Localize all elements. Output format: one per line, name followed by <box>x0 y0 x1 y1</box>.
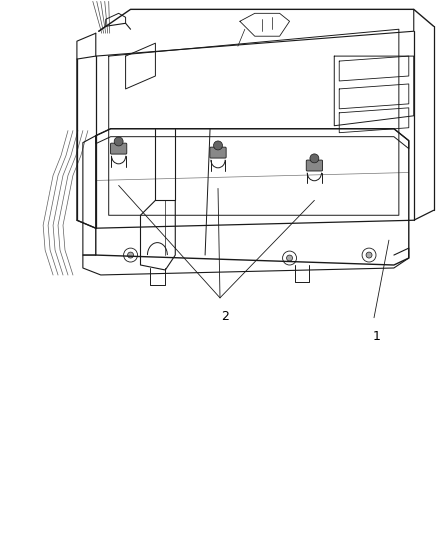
Text: 1: 1 <box>373 330 381 343</box>
Circle shape <box>114 137 123 146</box>
Circle shape <box>286 255 293 261</box>
Circle shape <box>310 154 319 163</box>
Circle shape <box>127 252 134 258</box>
FancyBboxPatch shape <box>306 160 322 171</box>
FancyBboxPatch shape <box>110 143 127 154</box>
Circle shape <box>366 252 372 258</box>
FancyBboxPatch shape <box>210 147 226 158</box>
Text: 2: 2 <box>221 310 229 323</box>
Circle shape <box>214 141 223 150</box>
